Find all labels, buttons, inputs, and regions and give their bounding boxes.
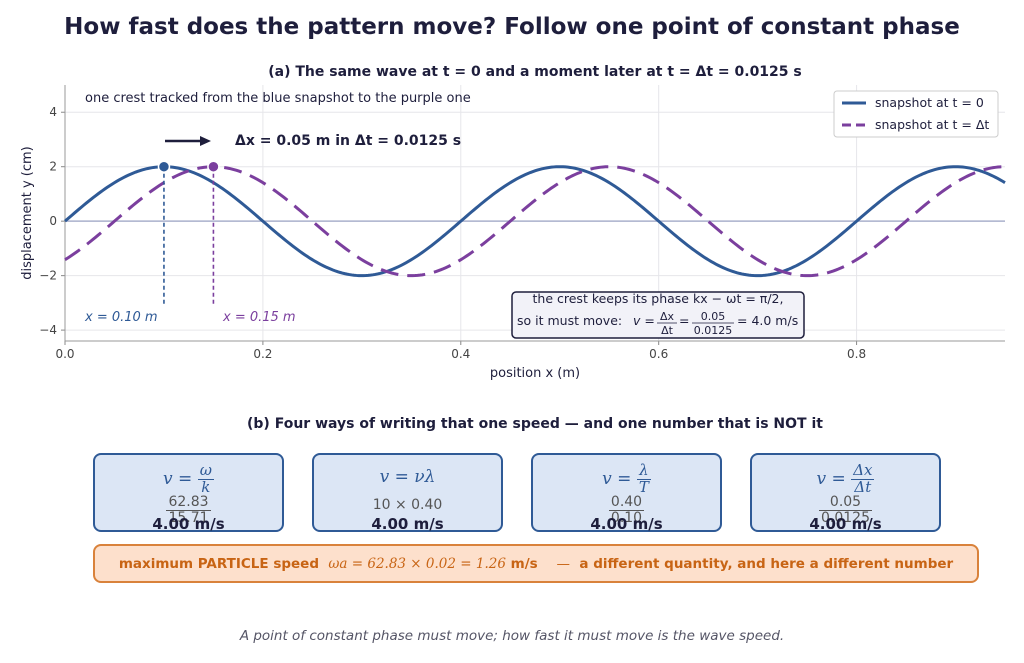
card-result: 4.00 m/s <box>809 515 882 533</box>
crest-marker-t0 <box>157 160 171 173</box>
x-tick-label: 0.2 <box>253 347 272 361</box>
svg-text:=: = <box>679 313 689 328</box>
crest-tracking-note: one crest tracked from the blue snapshot… <box>85 91 471 106</box>
card-substitution: 10 × 0.40 <box>372 497 443 513</box>
crest-markers <box>157 160 220 306</box>
card-result: 4.00 m/s <box>590 515 663 533</box>
marker-right-label: x = 0.15 m <box>222 310 296 325</box>
x-tick-label: 0.4 <box>451 347 470 361</box>
particle-speed-box: maximum PARTICLE speed ωa = 62.83 × 0.02… <box>93 544 979 583</box>
axes: 0.0 0.2 0.4 0.6 0.8 −4 −2 0 2 4 <box>39 85 1005 361</box>
card-formula: v = νλ <box>379 467 436 487</box>
y-tick-label: −2 <box>39 269 57 283</box>
shift-label: Δx = 0.05 m in Δt = 0.0125 s <box>235 133 461 149</box>
phase-info-prefix: so it must move: <box>517 313 622 328</box>
shift-arrow <box>165 136 211 146</box>
phase-info-frac1-den: Δt <box>661 324 674 337</box>
card-substitution: 0.05 0.0125 <box>819 494 872 526</box>
particle-speed-dash: — <box>556 556 570 572</box>
main-title: How fast does the pattern move? Follow o… <box>64 14 960 40</box>
x-tick-label: 0.0 <box>55 347 74 361</box>
card-formula: v = Δx Δt <box>816 461 875 496</box>
phase-info-box: the crest keeps its phase kx − ωt = π/2,… <box>511 291 805 339</box>
y-tick-label: −4 <box>39 323 57 337</box>
wave-line-t0 <box>64 165 1006 278</box>
phase-info-v: v = <box>633 313 655 328</box>
card-substitution: 0.40 0.10 <box>608 494 645 526</box>
wave-line-tdt <box>64 165 1006 278</box>
phase-info-line1: the crest keeps its phase kx − ωt = π/2, <box>533 291 784 306</box>
phase-info-frac2-den: 0.0125 <box>694 324 733 337</box>
phase-info-frac1-num: Δx <box>660 310 675 323</box>
legend: snapshot at t = 0 snapshot at t = Δt <box>833 90 999 138</box>
panel-a-title: (a) The same wave at t = 0 and a moment … <box>268 64 802 80</box>
speed-card-dx-dt: v = Δx Δt 0.05 0.0125 4.00 m/s <box>750 453 941 533</box>
x-tick-label: 0.8 <box>847 347 866 361</box>
card-substitution: 62.83 15.71 <box>166 494 211 526</box>
particle-speed-formula: ωa = 62.83 × 0.02 = 1.26 <box>328 556 506 572</box>
y-axis-label: displacement y (cm) <box>20 146 35 280</box>
panel-b-title: (b) Four ways of writing that one speed … <box>247 416 823 432</box>
legend-item-tdt: snapshot at t = Δt <box>875 117 989 132</box>
card-result: 4.00 m/s <box>152 515 225 533</box>
wave-chart: 0.0 0.2 0.4 0.6 0.8 −4 −2 0 2 4 (a) The same wave… <box>20 64 1006 381</box>
phase-info-result: = 4.0 m/s <box>737 313 798 328</box>
particle-speed-label: maximum PARTICLE speed <box>118 556 319 572</box>
card-result: 4.00 m/s <box>371 515 444 533</box>
series-layer <box>64 165 1006 278</box>
phase-info-frac2-num: 0.05 <box>701 310 726 323</box>
y-tick-label: 4 <box>49 105 57 119</box>
footer-caption: A point of constant phase must move; how… <box>239 628 785 644</box>
particle-speed-note: a different quantity, and here a differe… <box>579 556 954 572</box>
crest-marker-tdt <box>207 160 220 173</box>
x-tick-label: 0.6 <box>649 347 668 361</box>
speed-card-nu-lambda: v = νλ 10 × 0.40 4.00 m/s <box>312 453 503 533</box>
y-tick-label: 0 <box>49 214 57 228</box>
legend-item-t0: snapshot at t = 0 <box>875 95 984 110</box>
marker-left-label: x = 0.10 m <box>84 310 158 325</box>
x-axis-label: position x (m) <box>490 366 580 381</box>
particle-speed-unit: m/s <box>510 556 538 572</box>
y-tick-label: 2 <box>49 160 57 174</box>
particle-speed-text: maximum PARTICLE speed ωa = 62.83 × 0.02… <box>95 556 977 572</box>
